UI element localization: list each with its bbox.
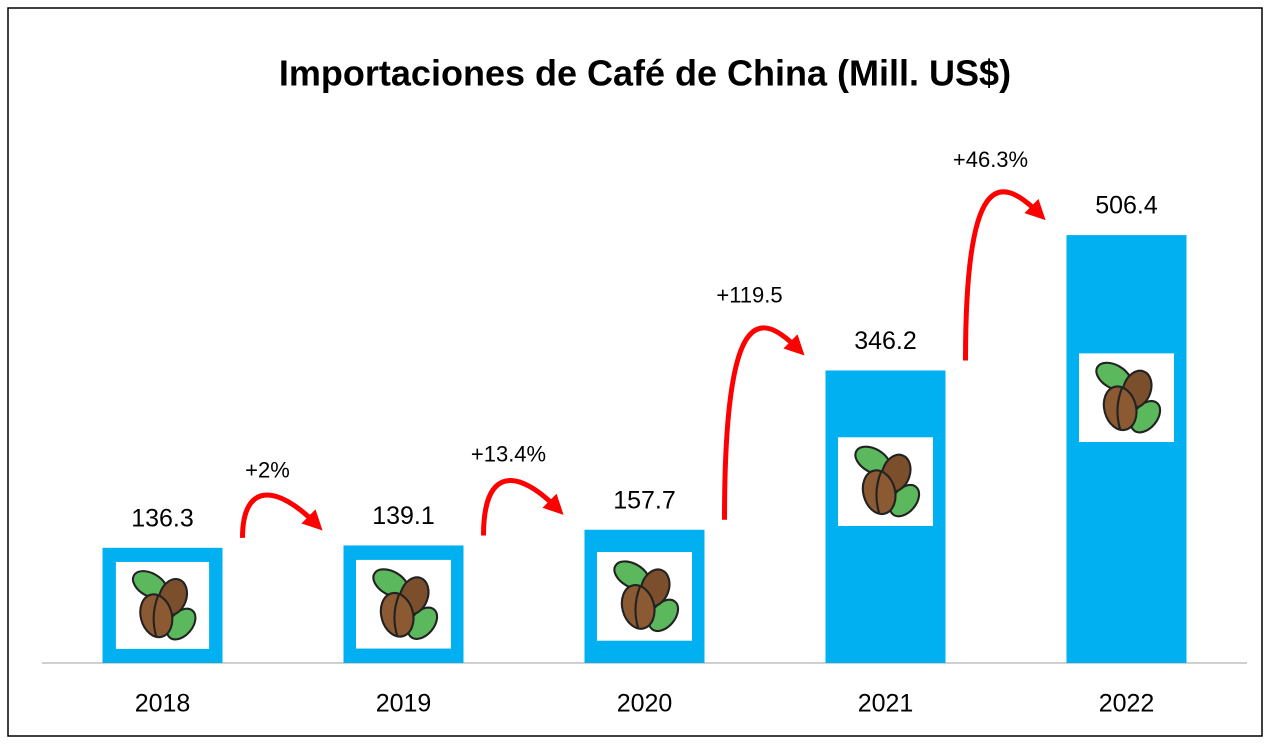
coffee-icon [1079,353,1174,443]
growth-label: +13.4% [471,442,546,467]
growth-label: +119.5 [716,282,782,307]
data-label: 136.3 [131,504,194,532]
bean [620,584,656,630]
bar [1066,235,1187,664]
bean-crease [634,585,642,629]
bean-crease [152,594,160,637]
bean-crease [875,470,883,514]
x-tick-label: 2019 [376,690,432,718]
coffee-icon [838,437,933,526]
x-tick-label: 2018 [135,690,191,718]
growth-arrow [722,325,805,520]
data-label: 506.4 [1095,192,1158,220]
coffee-icon [356,559,451,649]
growth-arrow [963,189,1046,361]
bean [861,469,897,516]
bean [379,591,415,638]
coffee-icon [115,561,210,649]
bean [139,593,174,639]
bean [1102,385,1138,432]
x-tick-label: 2020 [617,690,673,718]
data-label: 157.7 [613,486,676,514]
data-label: 139.1 [372,502,435,530]
growth-arrow [240,492,323,538]
x-tick-label: 2022 [1099,690,1155,718]
growth-arrow [481,478,564,536]
coffee-icon [597,552,692,641]
x-tick-label: 2021 [858,690,914,718]
chart-title: Importaciones de Café de China (Mill. US… [279,53,1011,94]
growth-label: +2% [245,457,290,482]
bean-crease [1116,386,1124,430]
data-label: 346.2 [854,327,917,355]
growth-label: +46.3% [953,147,1028,172]
bean-crease [393,593,401,637]
